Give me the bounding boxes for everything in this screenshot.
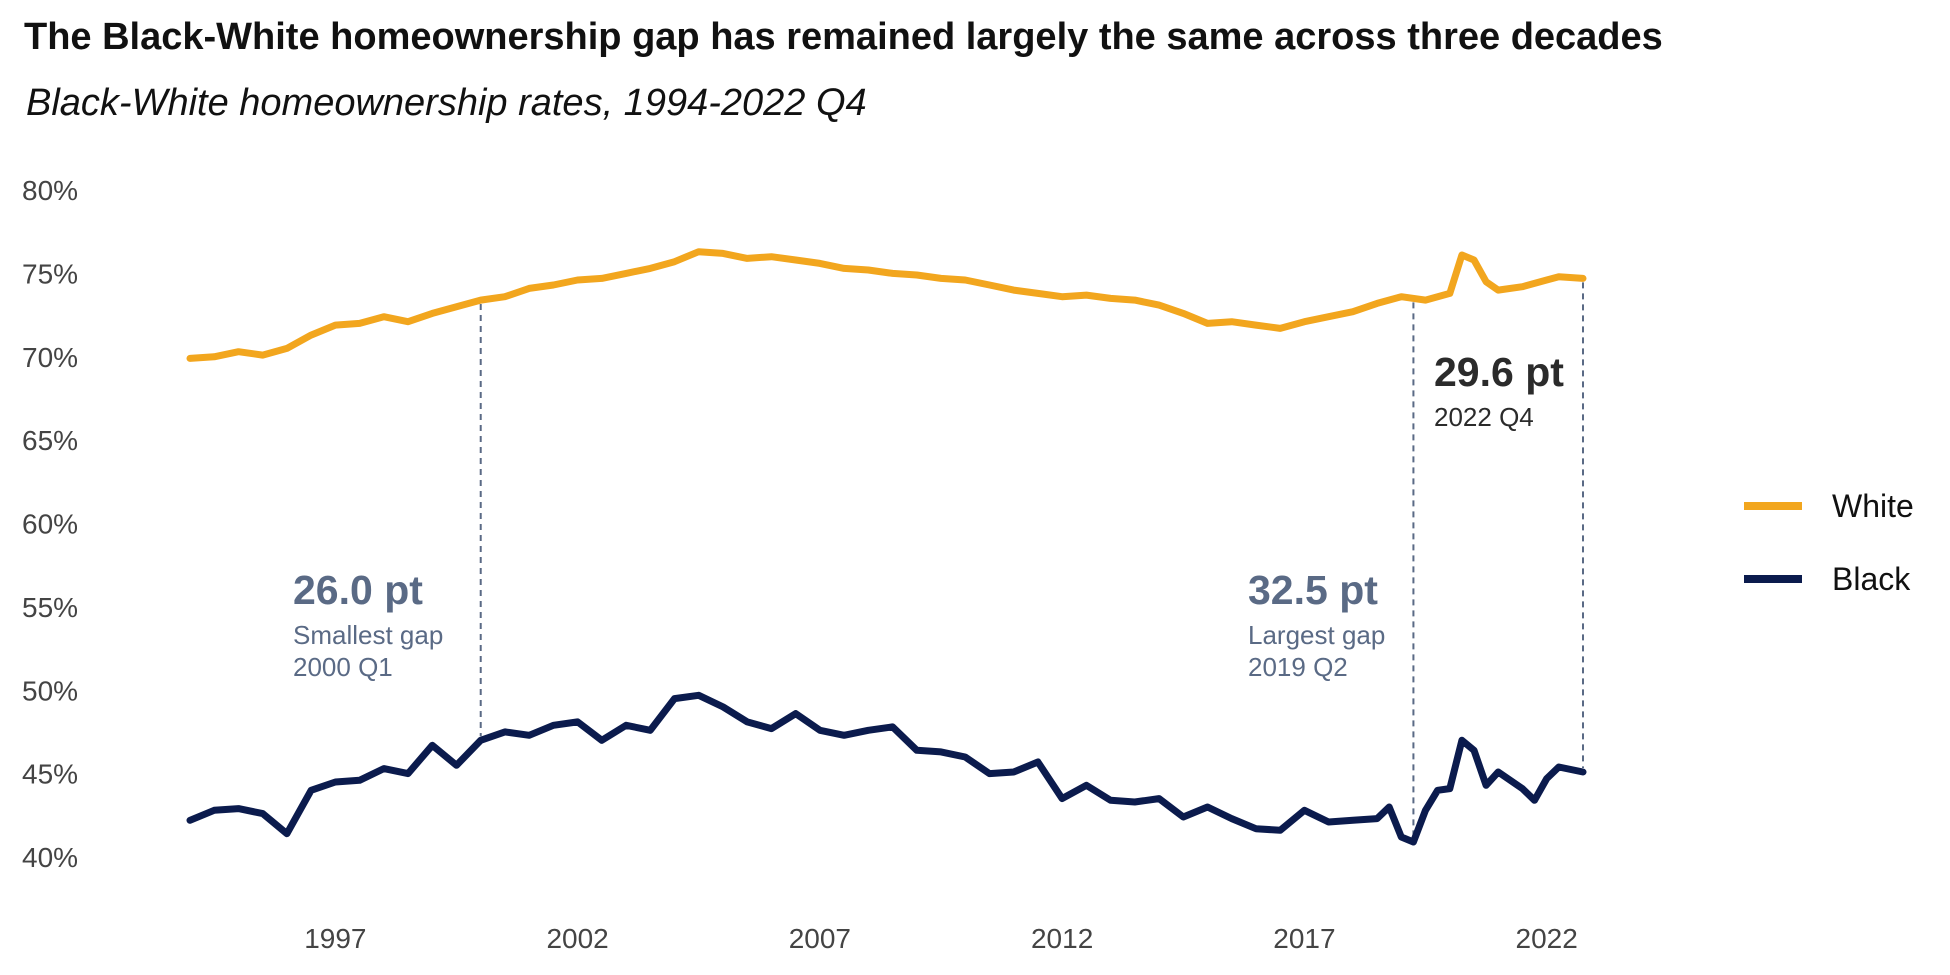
y-tick-label-80: 80% (22, 175, 78, 206)
annotation-label-smallest: Smallest gap (293, 620, 443, 650)
series-lines (186, 248, 1587, 846)
annotation-date-smallest: 2000 Q1 (293, 652, 393, 682)
series-line-black (186, 691, 1587, 846)
y-tick-label-45: 45% (22, 759, 78, 790)
y-tick-label-60: 60% (22, 509, 78, 540)
x-tick-label-1997: 1997 (304, 923, 366, 954)
annotation-date-largest: 2019 Q2 (1248, 652, 1348, 682)
legend: White Black (1744, 488, 1914, 597)
series-line-white (186, 248, 1587, 362)
annotation-label-latest: 2022 Q4 (1434, 402, 1534, 432)
annotation-label-largest: Largest gap (1248, 620, 1385, 650)
y-tick-label-50: 50% (22, 675, 78, 706)
annotation-gap-latest: 29.6 pt (1434, 349, 1564, 395)
x-axis: 1997 2002 2007 2012 2017 2022 (304, 923, 1578, 954)
y-tick-label-55: 55% (22, 592, 78, 623)
legend-label-black: Black (1832, 561, 1911, 597)
x-tick-label-2017: 2017 (1273, 923, 1335, 954)
legend-label-white: White (1832, 488, 1914, 524)
gap-lines (479, 282, 1584, 838)
x-tick-label-2012: 2012 (1031, 923, 1093, 954)
x-tick-label-2007: 2007 (789, 923, 851, 954)
y-tick-label-65: 65% (22, 425, 78, 456)
annotation-gap-smallest: 26.0 pt (293, 567, 423, 613)
x-tick-label-2002: 2002 (546, 923, 608, 954)
chart-title: The Black-White homeownership gap has re… (24, 16, 1663, 58)
y-axis: 80% 75% 70% 65% 60% 55% 50% 45% 40% (22, 175, 78, 873)
y-tick-label-70: 70% (22, 342, 78, 373)
chart-subtitle: Black-White homeownership rates, 1994-20… (26, 82, 867, 124)
x-tick-label-2022: 2022 (1516, 923, 1578, 954)
annotation-gap-largest: 32.5 pt (1248, 567, 1378, 613)
y-tick-label-75: 75% (22, 258, 78, 289)
y-tick-label-40: 40% (22, 842, 78, 873)
